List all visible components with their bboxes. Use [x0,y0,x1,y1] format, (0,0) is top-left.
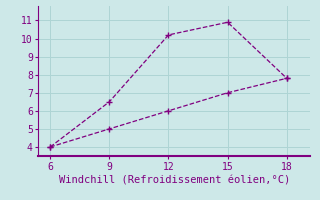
X-axis label: Windchill (Refroidissement éolien,°C): Windchill (Refroidissement éolien,°C) [59,176,290,186]
